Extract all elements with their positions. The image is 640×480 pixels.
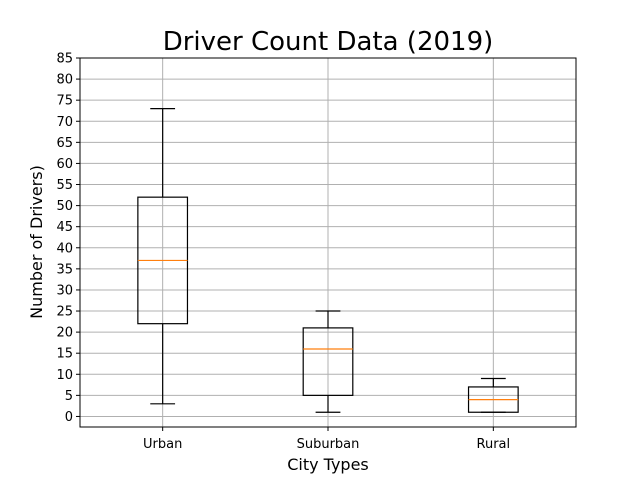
grid-layer: [80, 57, 576, 427]
box-group-rural: [467, 377, 519, 413]
tick-layer: 0 5 10 15 20 25 30 35 40 45 50 55 60 65 70 75 80 85 Urban S…: [56, 52, 510, 453]
chart-title: Driver Count Data (2019): [163, 27, 494, 57]
y-tick-label: 35: [56, 262, 73, 277]
y-tick-label: 5: [65, 389, 73, 404]
y-tick-label: 80: [56, 73, 73, 88]
y-tick-label: 45: [56, 220, 73, 235]
x-axis-label: City Types: [287, 455, 369, 474]
y-tick-label: 40: [56, 241, 73, 256]
y-tick-label: 50: [56, 199, 73, 214]
y-tick-label: 15: [56, 347, 73, 362]
y-tick-label: 70: [56, 115, 73, 130]
y-tick-label: 25: [56, 305, 73, 320]
y-tick-label: 30: [56, 283, 73, 298]
y-tick-label: 20: [56, 326, 73, 341]
box-layer: [137, 108, 519, 413]
y-tick-label: 85: [56, 52, 73, 67]
y-tick-label: 60: [56, 157, 73, 172]
y-tick-label: 65: [56, 136, 73, 151]
box-group-urban: [137, 108, 189, 405]
x-tick-label: Suburban: [297, 437, 360, 452]
y-axis-label: Number of Drivers): [27, 165, 46, 319]
y-tick-label: 10: [56, 368, 73, 383]
x-tick-label: Rural: [477, 437, 511, 452]
box-group-suburban: [302, 310, 354, 413]
y-tick-label: 0: [65, 410, 73, 425]
y-tick-label: 75: [56, 94, 73, 109]
box-iqr: [302, 327, 354, 396]
y-tick-label: 55: [56, 178, 73, 193]
x-tick-label: Urban: [143, 437, 182, 452]
